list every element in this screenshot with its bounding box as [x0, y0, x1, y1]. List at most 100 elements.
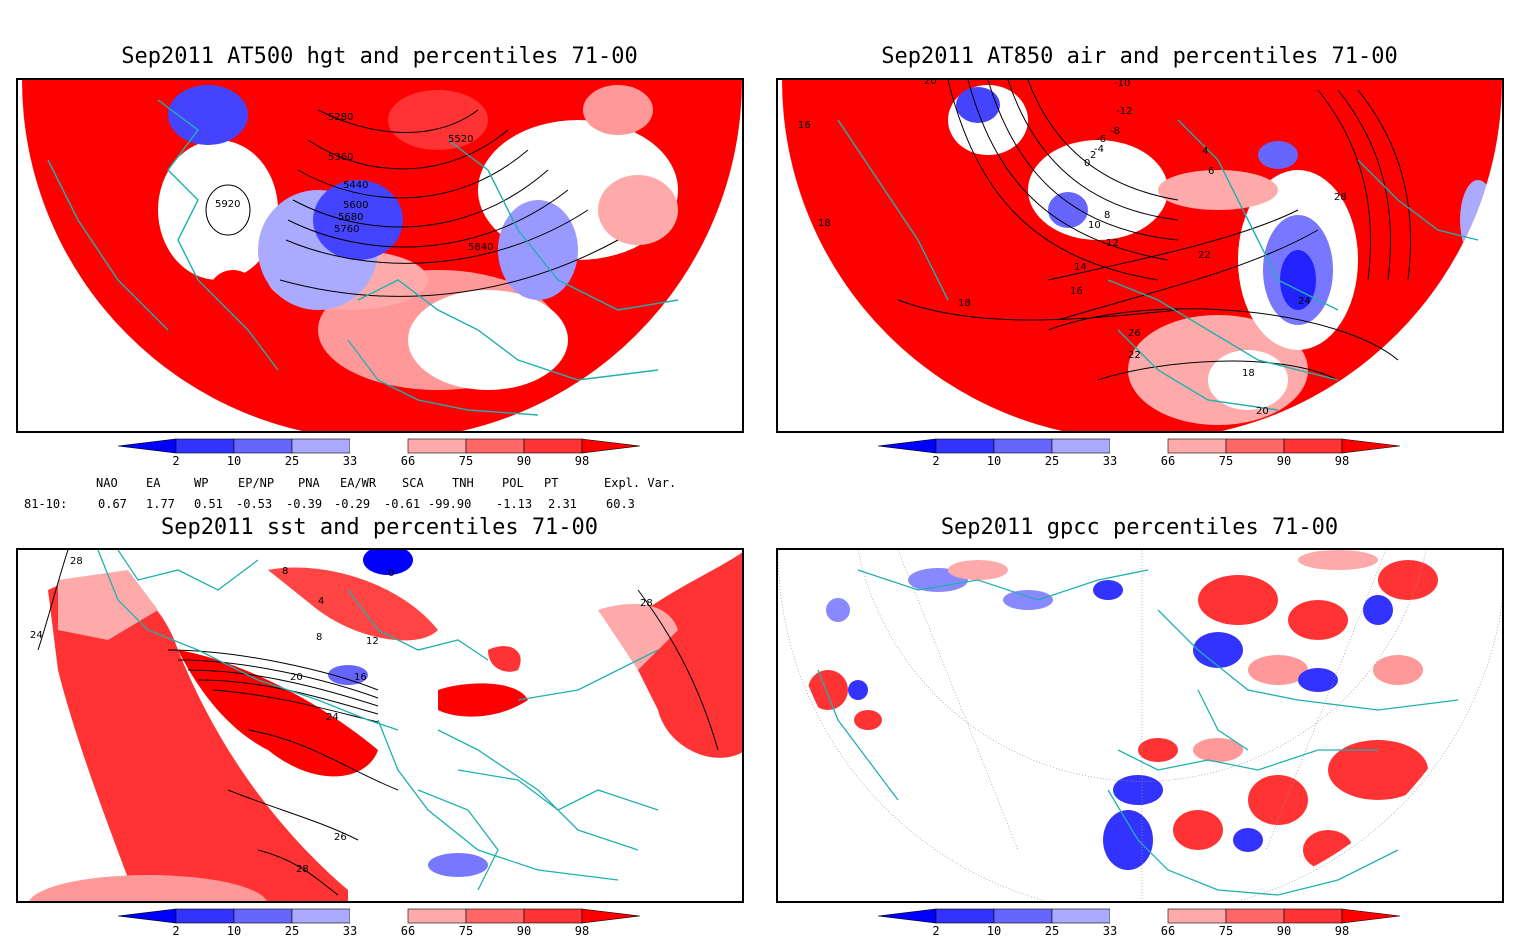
contour-labels-hgt500: 5280 5360 5440 5520 5600 5680 5760 5840 …: [215, 112, 493, 253]
contour-label: 22: [1128, 350, 1141, 361]
index-header: EA/WR: [340, 476, 377, 490]
contour-label: 5440: [343, 180, 368, 191]
contour-labels-sst: 28 24 8 0 4 8 12 16 20 24 28 28 26: [30, 556, 653, 875]
colorbar-tick: 33: [1102, 924, 1118, 938]
index-value: -99.90: [428, 497, 472, 511]
contour-label: 0: [388, 568, 394, 579]
colorbar-tick: 10: [986, 924, 1002, 938]
map-panel-air850: 20 16 18 -10 -12 -8 -6 -4 0 2 4 6 8 10 1…: [776, 78, 1504, 433]
contour-label: 28: [1334, 192, 1347, 203]
colorbar-tick: 66: [400, 454, 416, 468]
map-panel-gpcc: [776, 548, 1504, 903]
contour-label: 26: [1128, 328, 1141, 339]
index-value: -0.53: [236, 497, 273, 511]
colorbar-tick: 33: [1102, 454, 1118, 468]
colorbar-tick: 2: [932, 924, 940, 938]
contour-label: 20: [1256, 406, 1269, 417]
map-panel-sst: 28 24 8 0 4 8 12 16 20 24 28 28 26: [16, 548, 744, 903]
contour-label: 5280: [328, 112, 353, 123]
contour-label: 20: [290, 672, 303, 683]
panel-title-air850: Sep2011 AT850 air and percentiles 71-00: [881, 44, 1398, 69]
contour-label: 5600: [343, 200, 368, 211]
colorbar-tick: 75: [458, 924, 474, 938]
contour-label: 18: [958, 298, 971, 309]
index-header: TNH: [452, 476, 474, 490]
map-panel-hgt500: 5280 5360 5440 5520 5600 5680 5760 5840 …: [16, 78, 744, 433]
index-value: 60.3: [606, 497, 635, 511]
index-value: -0.39: [286, 497, 323, 511]
colorbar-tick: 25: [284, 454, 300, 468]
index-header: WP: [194, 476, 209, 490]
contour-label: 24: [30, 630, 43, 641]
contour-label: 12: [1106, 238, 1119, 249]
contour-label: 28: [640, 598, 653, 609]
contour-label: -12: [1116, 106, 1132, 117]
colorbar-tick: 90: [1276, 454, 1292, 468]
index-value: -0.61: [384, 497, 421, 511]
contour-label: -6: [1096, 134, 1106, 145]
index-header: EP/NP: [238, 476, 275, 490]
contour-label: 12: [366, 636, 379, 647]
colorbar-tick: 10: [226, 924, 242, 938]
contour-label: 16: [798, 120, 811, 131]
colorbar-tick: 90: [516, 454, 532, 468]
colorbar-tick: 75: [1218, 454, 1234, 468]
contour-label: 24: [326, 712, 339, 723]
contour-label: 0: [1084, 158, 1090, 169]
contour-label: 14: [1074, 262, 1087, 273]
index-header: POL: [502, 476, 524, 490]
contour-label: 4: [318, 596, 324, 607]
colorbar-tick: 33: [342, 924, 358, 938]
colorbar-tick: 90: [516, 924, 532, 938]
index-header: PT: [544, 476, 559, 490]
contour-label: 5360: [328, 152, 353, 163]
colorbar-hgt500: 2 10 25 33 66 75 90 98: [112, 438, 642, 472]
colorbar-swatches: [877, 438, 1401, 454]
index-header: NAO: [96, 476, 118, 490]
index-header: SCA: [402, 476, 424, 490]
contour-label: 5920: [215, 199, 240, 210]
colorbar-gpcc: 2 10 25 33 66 75 90 98: [872, 908, 1402, 942]
colorbar-tick: 66: [1160, 454, 1176, 468]
index-value: 0.51: [194, 497, 223, 511]
contour-label: 18: [1242, 368, 1255, 379]
contour-label: 4: [1202, 146, 1208, 157]
colorbar-tick: 66: [1160, 924, 1176, 938]
index-row-label: 81-10:: [24, 497, 68, 511]
contour-label: 16: [1070, 286, 1083, 297]
contour-label: -4: [1094, 144, 1104, 155]
index-value: 2.31: [548, 497, 577, 511]
colorbar-tick: 25: [1044, 924, 1060, 938]
contour-label: 28: [70, 556, 83, 567]
colorbar-air850: 2 10 25 33 66 75 90 98: [872, 438, 1402, 472]
index-header: Expl. Var.: [604, 476, 677, 490]
contour-label: 8: [1104, 210, 1110, 221]
colorbar-tick: 2: [172, 924, 180, 938]
index-header: PNA: [298, 476, 320, 490]
contour-label: -8: [1110, 126, 1120, 137]
contour-label: 24: [1298, 296, 1311, 307]
teleconnection-indices: NAO EA WP EP/NP PNA EA/WR SCA TNH POL PT…: [0, 474, 760, 514]
index-value: 0.67: [98, 497, 127, 511]
colorbar-swatches: [117, 438, 641, 454]
colorbar-tick: 10: [226, 454, 242, 468]
colorbar-tick: 75: [458, 454, 474, 468]
colorbar-tick: 98: [1334, 924, 1350, 938]
colorbar-tick: 2: [172, 454, 180, 468]
contour-label: 5680: [338, 212, 363, 223]
colorbar-tick: 98: [1334, 454, 1350, 468]
index-value: -1.13: [496, 497, 533, 511]
panel-title-hgt500: Sep2011 AT500 hgt and percentiles 71-00: [121, 44, 638, 69]
contour-label: 5760: [334, 224, 359, 235]
panel-title-gpcc: Sep2011 gpcc percentiles 71-00: [940, 515, 1339, 540]
colorbar-tick: 98: [574, 924, 590, 938]
index-header: EA: [146, 476, 161, 490]
contour-label: 2: [1090, 150, 1096, 161]
contour-label: 18: [818, 218, 831, 229]
colorbar-tick: 66: [400, 924, 416, 938]
contour-label: 6: [1208, 166, 1214, 177]
contour-label: 22: [1198, 250, 1211, 261]
contour-label: 8: [282, 566, 288, 577]
index-value: 1.77: [146, 497, 175, 511]
contour-label: 5840: [468, 242, 493, 253]
